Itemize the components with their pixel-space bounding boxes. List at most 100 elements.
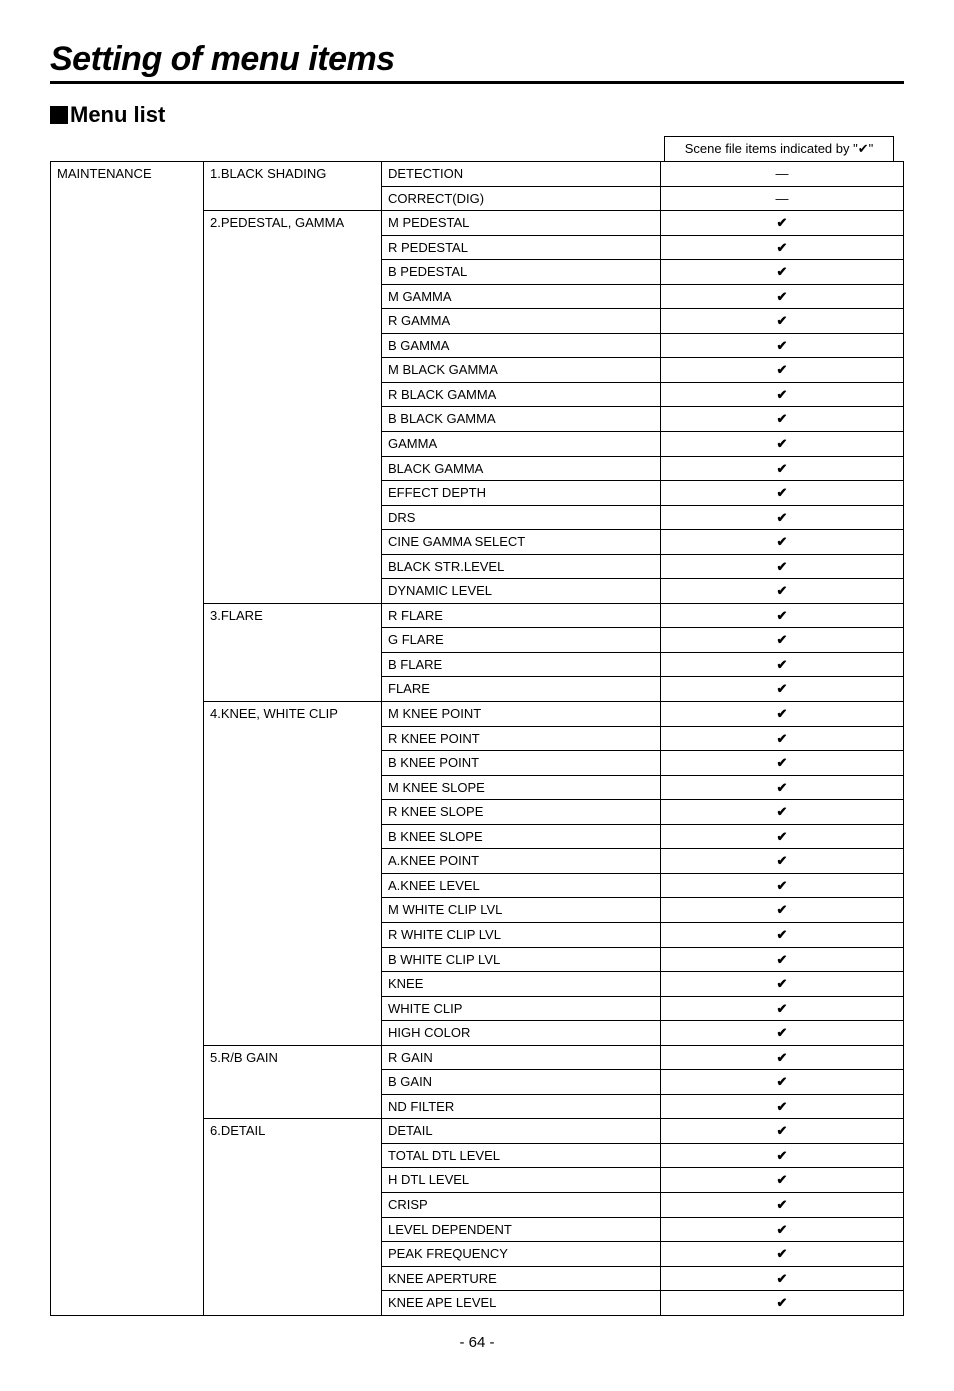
item-mark-cell: ✔	[661, 800, 904, 825]
item-name-cell: KNEE APE LEVEL	[382, 1291, 661, 1316]
item-mark-cell: ✔	[661, 898, 904, 923]
item-name-cell: R GAIN	[382, 1045, 661, 1070]
item-name-cell: R BLACK GAMMA	[382, 382, 661, 407]
check-icon: ✔	[777, 1271, 788, 1286]
check-icon: ✔	[777, 952, 788, 967]
item-mark-cell: —	[661, 162, 904, 187]
item-name-cell: FLARE	[382, 677, 661, 702]
square-bullet-icon	[50, 106, 68, 124]
item-name-cell: DYNAMIC LEVEL	[382, 579, 661, 604]
item-name-cell: A.KNEE POINT	[382, 849, 661, 874]
item-mark-cell: ✔	[661, 922, 904, 947]
item-mark-cell: ✔	[661, 1045, 904, 1070]
item-mark-cell: ✔	[661, 947, 904, 972]
item-mark-cell: ✔	[661, 1119, 904, 1144]
item-mark-cell: ✔	[661, 481, 904, 506]
check-icon: ✔	[777, 608, 788, 623]
item-name-cell: M PEDESTAL	[382, 211, 661, 236]
check-icon: ✔	[777, 1295, 788, 1310]
check-icon: ✔	[777, 1025, 788, 1040]
item-mark-cell: ✔	[661, 579, 904, 604]
item-mark-cell: ✔	[661, 333, 904, 358]
check-icon: ✔	[777, 215, 788, 230]
check-icon: ✔	[777, 731, 788, 746]
item-mark-cell: ✔	[661, 1291, 904, 1316]
item-mark-cell: ✔	[661, 432, 904, 457]
item-mark-cell: ✔	[661, 996, 904, 1021]
dash-icon: —	[776, 191, 789, 206]
check-icon: ✔	[777, 1197, 788, 1212]
item-mark-cell: ✔	[661, 211, 904, 236]
check-icon: ✔	[777, 755, 788, 770]
item-name-cell: BLACK STR.LEVEL	[382, 554, 661, 579]
item-mark-cell: ✔	[661, 260, 904, 285]
item-mark-cell: ✔	[661, 407, 904, 432]
table-header-row: Scene file items indicated by "✔"	[50, 136, 902, 161]
item-name-cell: R FLARE	[382, 603, 661, 628]
group-cell: 4.KNEE, WHITE CLIP	[204, 702, 382, 1046]
check-icon: ✔	[777, 657, 788, 672]
check-icon: ✔	[777, 534, 788, 549]
item-mark-cell: ✔	[661, 702, 904, 727]
check-icon: ✔	[777, 240, 788, 255]
item-name-cell: DETAIL	[382, 1119, 661, 1144]
item-mark-cell: ✔	[661, 1143, 904, 1168]
item-mark-cell: ✔	[661, 873, 904, 898]
item-mark-cell: ✔	[661, 1094, 904, 1119]
page-number: - 64 -	[50, 1334, 904, 1351]
check-icon: ✔	[777, 510, 788, 525]
item-name-cell: EFFECT DEPTH	[382, 481, 661, 506]
item-mark-cell: ✔	[661, 1021, 904, 1046]
item-name-cell: CRISP	[382, 1192, 661, 1217]
item-name-cell: M BLACK GAMMA	[382, 358, 661, 383]
item-mark-cell: ✔	[661, 677, 904, 702]
item-name-cell: B KNEE SLOPE	[382, 824, 661, 849]
item-name-cell: M WHITE CLIP LVL	[382, 898, 661, 923]
item-name-cell: M KNEE SLOPE	[382, 775, 661, 800]
check-icon: ✔	[777, 264, 788, 279]
item-name-cell: R GAMMA	[382, 309, 661, 334]
check-icon: ✔	[777, 436, 788, 451]
item-name-cell: R KNEE POINT	[382, 726, 661, 751]
item-name-cell: TOTAL DTL LEVEL	[382, 1143, 661, 1168]
check-icon: ✔	[777, 387, 788, 402]
menu-table: MAINTENANCE1.BLACK SHADINGDETECTION—CORR…	[50, 161, 904, 1316]
check-icon: ✔	[777, 853, 788, 868]
item-name-cell: B BLACK GAMMA	[382, 407, 661, 432]
check-icon: ✔	[777, 1074, 788, 1089]
item-mark-cell: ✔	[661, 824, 904, 849]
item-name-cell: BLACK GAMMA	[382, 456, 661, 481]
table-row: MAINTENANCE1.BLACK SHADINGDETECTION—	[51, 162, 904, 187]
scene-file-header-cell: Scene file items indicated by "✔"	[664, 136, 894, 161]
group-cell: 1.BLACK SHADING	[204, 162, 382, 211]
check-icon: ✔	[777, 1222, 788, 1237]
check-icon: ✔	[777, 1001, 788, 1016]
item-name-cell: R WHITE CLIP LVL	[382, 922, 661, 947]
check-icon: ✔	[777, 1246, 788, 1261]
group-cell: 3.FLARE	[204, 603, 382, 701]
item-name-cell: GAMMA	[382, 432, 661, 457]
page-title: Setting of menu items	[50, 40, 904, 84]
item-name-cell: WHITE CLIP	[382, 996, 661, 1021]
item-name-cell: M KNEE POINT	[382, 702, 661, 727]
check-icon: ✔	[777, 976, 788, 991]
section-heading-text: Menu list	[70, 102, 165, 127]
check-icon: ✔	[777, 289, 788, 304]
category-cell: MAINTENANCE	[51, 162, 204, 1316]
check-icon: ✔	[777, 411, 788, 426]
item-mark-cell: ✔	[661, 1168, 904, 1193]
item-name-cell: B KNEE POINT	[382, 751, 661, 776]
item-mark-cell: ✔	[661, 309, 904, 334]
check-icon: ✔	[777, 461, 788, 476]
section-heading: Menu list	[50, 102, 904, 128]
check-icon: ✔	[777, 313, 788, 328]
item-name-cell: M GAMMA	[382, 284, 661, 309]
item-name-cell: B WHITE CLIP LVL	[382, 947, 661, 972]
item-mark-cell: ✔	[661, 775, 904, 800]
item-name-cell: B FLARE	[382, 652, 661, 677]
item-mark-cell: ✔	[661, 382, 904, 407]
item-mark-cell: ✔	[661, 358, 904, 383]
item-mark-cell: ✔	[661, 603, 904, 628]
item-name-cell: H DTL LEVEL	[382, 1168, 661, 1193]
group-cell: 2.PEDESTAL, GAMMA	[204, 211, 382, 604]
